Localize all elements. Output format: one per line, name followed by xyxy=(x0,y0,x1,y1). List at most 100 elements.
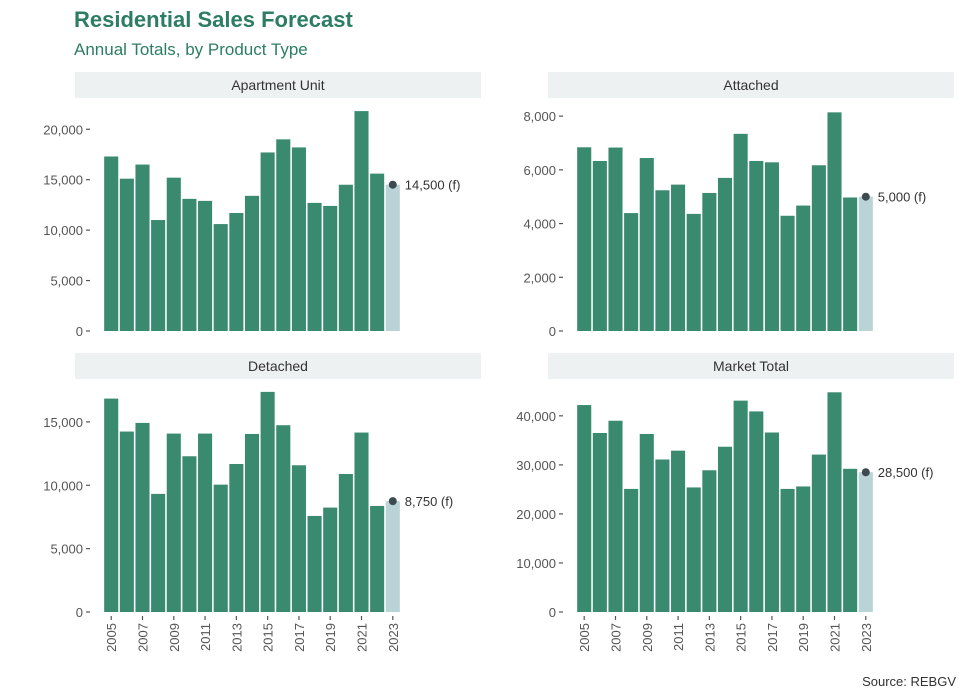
x-tick-label: 2009 xyxy=(640,623,655,652)
facet-strip xyxy=(548,353,954,379)
forecast-point xyxy=(388,180,397,189)
y-tick-label: 10,000 xyxy=(516,556,556,571)
x-tick-label: 2023 xyxy=(386,623,401,652)
x-tick-label: 2009 xyxy=(167,623,182,652)
bar-2016 xyxy=(276,425,291,612)
x-tick-label: 2007 xyxy=(135,623,150,652)
bar-2012 xyxy=(213,484,228,612)
y-tick-label: 5,000 xyxy=(50,542,83,557)
y-tick-label: 15,000 xyxy=(43,173,83,188)
bar-2006 xyxy=(592,433,607,612)
x-tick-label: 2021 xyxy=(355,623,370,652)
x-tick-label: 2015 xyxy=(261,623,276,652)
forecast-point xyxy=(388,497,397,506)
x-tick-label: 2005 xyxy=(577,623,592,652)
bar-2017 xyxy=(764,432,779,612)
bar-2022 xyxy=(370,505,385,612)
bar-2021 xyxy=(354,432,369,612)
forecast-bar-2023 xyxy=(858,472,873,612)
bar-2019 xyxy=(796,486,811,612)
bar-2010 xyxy=(182,198,197,331)
forecast-bar-2023 xyxy=(385,501,400,612)
bar-2015 xyxy=(733,400,748,612)
bar-2020 xyxy=(338,184,353,331)
x-tick-label: 2005 xyxy=(104,623,119,652)
bar-2016 xyxy=(749,160,764,331)
facet-strip xyxy=(548,72,954,98)
x-tick-label: 2019 xyxy=(796,623,811,652)
bar-2010 xyxy=(655,190,670,331)
bar-2017 xyxy=(764,162,779,331)
forecast-point xyxy=(861,468,870,477)
bar-2010 xyxy=(655,459,670,612)
bar-2018 xyxy=(780,488,795,612)
bar-2021 xyxy=(827,112,842,332)
bar-2021 xyxy=(354,111,369,331)
x-tick-label: 2017 xyxy=(765,623,780,652)
bar-2011 xyxy=(671,184,686,331)
bar-2016 xyxy=(276,139,291,331)
x-tick-label: 2015 xyxy=(734,623,749,652)
bar-2019 xyxy=(323,205,338,331)
bar-2018 xyxy=(307,202,322,331)
x-tick-label: 2013 xyxy=(229,623,244,652)
bar-2005 xyxy=(577,147,592,331)
bar-2015 xyxy=(260,152,275,331)
x-tick-label: 2021 xyxy=(828,623,843,652)
bar-2008 xyxy=(151,493,166,612)
bar-2012 xyxy=(686,487,701,612)
facet-title: Apartment Unit xyxy=(231,77,324,93)
bar-2008 xyxy=(624,213,639,331)
bar-2020 xyxy=(338,474,353,612)
bar-2011 xyxy=(671,450,686,612)
panel-attached: Attached 0 2,000 4,000 6,000 8,000 5,000 (f) xyxy=(523,72,954,339)
y-tick-label: 4,000 xyxy=(523,217,556,232)
bar-2021 xyxy=(827,392,842,612)
bar-2013 xyxy=(702,192,717,331)
bar-2015 xyxy=(733,133,748,331)
bar-2019 xyxy=(796,205,811,331)
bar-2011 xyxy=(198,433,213,612)
bar-2014 xyxy=(244,195,260,331)
y-tick-label: 0 xyxy=(76,605,83,620)
x-tick-label: 2011 xyxy=(198,623,213,651)
bar-2005 xyxy=(104,398,119,612)
bar-2013 xyxy=(702,470,717,612)
y-tick-label: 15,000 xyxy=(43,415,83,430)
bar-2005 xyxy=(104,156,119,331)
bar-2007 xyxy=(135,164,150,331)
y-tick-label: 0 xyxy=(549,324,556,339)
bar-2012 xyxy=(213,224,228,331)
bar-2011 xyxy=(198,200,213,331)
facet-strip xyxy=(75,72,481,98)
forecast-bar-2023 xyxy=(385,184,400,331)
y-tick-label: 20,000 xyxy=(516,507,556,522)
bar-2006 xyxy=(119,178,134,331)
bar-2007 xyxy=(608,420,623,612)
bar-2020 xyxy=(811,165,826,331)
bar-2018 xyxy=(780,215,795,331)
bar-2019 xyxy=(323,507,338,612)
y-tick-label: 40,000 xyxy=(516,409,556,424)
bar-2007 xyxy=(608,147,623,331)
x-tick-label: 2007 xyxy=(608,623,623,652)
bar-2009 xyxy=(166,177,181,331)
bar-2012 xyxy=(686,213,701,331)
bar-2014 xyxy=(717,177,733,331)
bar-2017 xyxy=(291,465,306,612)
caption-source: Source: REBGV xyxy=(862,674,956,689)
panel-market-total: Market Total 0 10,000 20,000 30,000 40,000 28,… xyxy=(516,353,954,652)
bar-2009 xyxy=(166,433,181,612)
y-tick-label: 10,000 xyxy=(43,478,83,493)
forecast-label: 14,500 (f) xyxy=(405,178,461,193)
y-tick-label: 0 xyxy=(76,324,83,339)
forecast-bar-2023 xyxy=(858,196,873,331)
y-tick-label: 0 xyxy=(549,605,556,620)
chart-title: Residential Sales Forecast xyxy=(74,7,353,32)
bar-2009 xyxy=(639,158,654,331)
y-tick-label: 30,000 xyxy=(516,458,556,473)
x-tick-label: 2023 xyxy=(859,623,874,652)
bar-2016 xyxy=(749,411,764,612)
x-tick-label: 2019 xyxy=(323,623,338,652)
